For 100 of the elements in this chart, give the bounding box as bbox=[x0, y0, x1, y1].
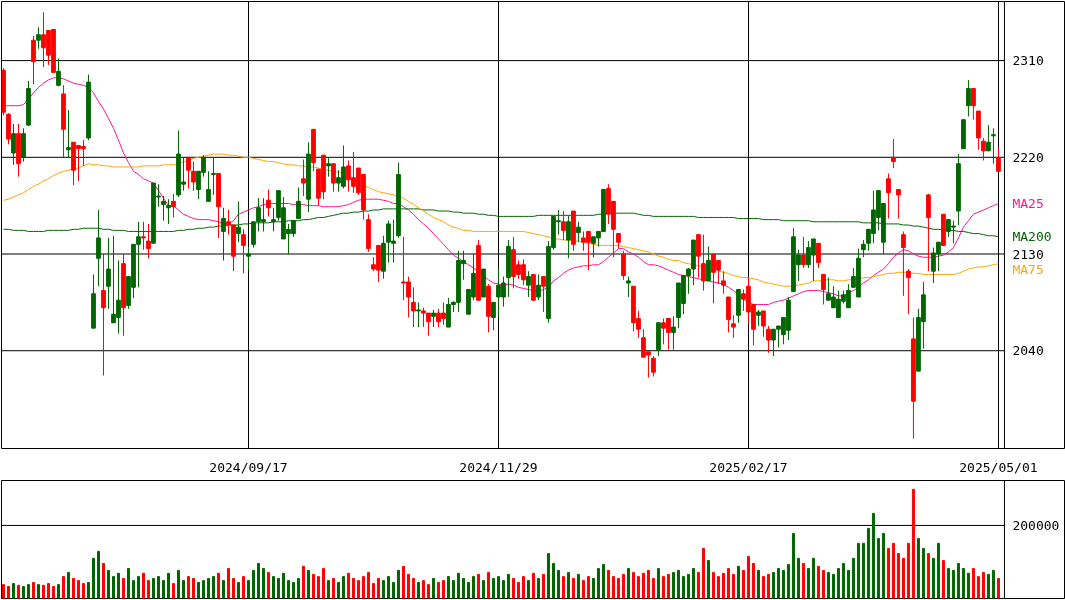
candlestick bbox=[981, 137, 986, 162]
candlestick bbox=[671, 315, 676, 351]
candlestick bbox=[101, 253, 106, 376]
bar bbox=[616, 577, 620, 599]
bar bbox=[186, 576, 190, 599]
bar bbox=[721, 572, 725, 599]
bar bbox=[91, 557, 95, 599]
candlestick bbox=[991, 127, 996, 165]
bar bbox=[111, 576, 115, 599]
bar bbox=[591, 577, 595, 599]
bar bbox=[876, 538, 880, 599]
bar bbox=[776, 568, 780, 599]
bar bbox=[291, 581, 295, 599]
bar bbox=[901, 557, 905, 599]
candlestick bbox=[166, 198, 171, 225]
bar bbox=[821, 569, 825, 599]
candlestick bbox=[821, 273, 826, 306]
bar bbox=[281, 572, 285, 599]
candlestick bbox=[701, 234, 706, 292]
bar bbox=[531, 572, 535, 599]
bar bbox=[236, 581, 240, 599]
bar bbox=[371, 583, 375, 599]
bar bbox=[171, 583, 175, 599]
y-tick-label: 2130 bbox=[1012, 246, 1044, 262]
bar bbox=[341, 576, 345, 599]
bar bbox=[981, 572, 985, 599]
candlestick bbox=[721, 270, 726, 295]
candlestick bbox=[726, 296, 731, 333]
bar bbox=[581, 580, 585, 599]
y-tick-label: 2310 bbox=[1012, 53, 1044, 69]
bar bbox=[761, 576, 765, 599]
bar bbox=[246, 580, 250, 599]
bar bbox=[331, 577, 335, 599]
bar bbox=[801, 562, 805, 599]
candlestick bbox=[106, 237, 111, 310]
bar bbox=[311, 573, 315, 599]
bar bbox=[931, 557, 935, 599]
bar bbox=[326, 580, 330, 599]
bar bbox=[386, 576, 390, 599]
bar bbox=[576, 573, 580, 599]
y-tick-label: 2220 bbox=[1012, 149, 1044, 165]
bar bbox=[606, 569, 610, 599]
bar bbox=[936, 542, 940, 599]
bar bbox=[671, 572, 675, 599]
bar bbox=[271, 576, 275, 599]
bar bbox=[316, 576, 320, 599]
candlestick bbox=[971, 88, 976, 121]
bar bbox=[561, 576, 565, 599]
bar bbox=[256, 562, 260, 599]
candlestick bbox=[696, 234, 701, 279]
bar bbox=[666, 573, 670, 599]
bar bbox=[716, 576, 720, 599]
candlestick bbox=[986, 124, 991, 152]
bar bbox=[67, 572, 70, 599]
bar bbox=[731, 573, 735, 599]
bar bbox=[521, 576, 525, 599]
candlestick bbox=[536, 273, 541, 301]
bar bbox=[441, 580, 445, 599]
bar bbox=[396, 569, 400, 599]
bar bbox=[411, 577, 415, 599]
bar bbox=[476, 573, 480, 599]
bar bbox=[701, 547, 705, 599]
bar bbox=[101, 562, 105, 599]
bar bbox=[871, 512, 875, 599]
bar bbox=[351, 577, 355, 599]
y-tick-label: 2040 bbox=[1012, 343, 1044, 359]
bar bbox=[491, 577, 495, 599]
bar bbox=[636, 576, 640, 599]
bar bbox=[506, 573, 510, 599]
bar bbox=[626, 568, 630, 599]
bar bbox=[57, 584, 60, 599]
bar bbox=[96, 550, 100, 599]
bar bbox=[436, 581, 440, 599]
bar bbox=[416, 581, 420, 599]
bar bbox=[206, 577, 210, 599]
bar bbox=[676, 569, 680, 599]
bar bbox=[656, 568, 660, 599]
bar bbox=[166, 572, 170, 599]
candlestick bbox=[171, 193, 176, 218]
bar bbox=[651, 577, 655, 599]
candlestick bbox=[326, 156, 331, 178]
bar bbox=[72, 577, 75, 599]
bar bbox=[756, 569, 760, 599]
candlestick bbox=[731, 314, 736, 339]
bar bbox=[646, 569, 650, 599]
candlestick bbox=[906, 268, 911, 315]
bar bbox=[42, 584, 45, 599]
bar bbox=[696, 572, 700, 599]
bar bbox=[911, 488, 915, 599]
candlestick bbox=[141, 221, 146, 251]
candlestick bbox=[11, 123, 16, 166]
candlestick bbox=[966, 79, 971, 117]
candlestick bbox=[891, 138, 896, 169]
bar bbox=[921, 547, 925, 599]
bar bbox=[156, 576, 160, 599]
bar bbox=[836, 568, 840, 599]
bar bbox=[336, 581, 340, 599]
candlestick bbox=[36, 26, 41, 50]
bar bbox=[216, 572, 220, 599]
bar bbox=[601, 564, 605, 599]
